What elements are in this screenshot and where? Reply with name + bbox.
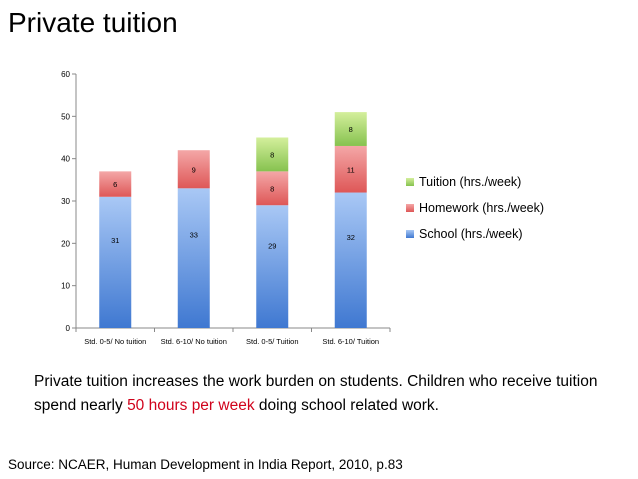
legend-label: School (hrs./week) <box>419 227 523 241</box>
bar-value-label: 8 <box>270 184 274 193</box>
bar-segment <box>256 171 289 206</box>
x-category-label: Std. 6-10/ Tuition <box>322 337 379 346</box>
bar-value-label: 6 <box>113 180 117 189</box>
x-category-label: Std. 0-5/ No tuition <box>84 337 146 346</box>
bar-segment <box>334 145 367 193</box>
bar-value-label: 11 <box>347 165 355 174</box>
source-citation: Source: NCAER, Human Development in Indi… <box>8 457 403 472</box>
note-highlight: 50 hours per week <box>127 397 255 414</box>
bar-value-label: 29 <box>268 242 276 251</box>
bar-value-label: 9 <box>192 165 196 174</box>
bar-segment <box>177 150 210 189</box>
y-tick-label: 50 <box>61 112 70 121</box>
bar-segment <box>99 171 132 197</box>
bar-segment <box>99 196 132 328</box>
bar-segment <box>334 192 367 328</box>
stacked-bar-chart: 0 10 20 30 40 50 60 Std. 0-5/ No tuition Std. 6-… <box>61 70 544 346</box>
y-tick-label: 60 <box>61 70 70 79</box>
note-text-before: Private tuition increases the work burde… <box>34 373 598 414</box>
legend-swatch <box>406 230 414 238</box>
legend-swatch <box>406 178 414 186</box>
bar-value-label: 31 <box>111 236 119 245</box>
bar-segment <box>177 188 210 328</box>
legend-swatch <box>406 204 414 212</box>
note-text-after: doing school related work. <box>254 397 439 414</box>
bar-value-label: 8 <box>349 125 353 134</box>
y-tick-label: 30 <box>61 197 70 206</box>
legend-label: Homework (hrs./week) <box>419 201 544 215</box>
y-tick-label: 40 <box>61 155 70 164</box>
chart-legend: Tuition (hrs./week) Homework (hrs./week) S… <box>406 175 544 241</box>
bar-segment <box>334 112 367 146</box>
y-tick-label: 0 <box>66 324 71 333</box>
bar-segment <box>256 205 289 328</box>
bar-value-label: 8 <box>270 150 274 159</box>
bar-value-label: 33 <box>190 230 198 239</box>
bar-segment <box>256 137 289 172</box>
legend-label: Tuition (hrs./week) <box>419 175 521 189</box>
chart-note: Private tuition increases the work burde… <box>34 370 634 418</box>
chart-bars: 31 6 33 9 29 8 8 32 11 8 <box>99 112 367 328</box>
x-category-label: Std. 0-5/ Tuition <box>246 337 299 346</box>
page-title: Private tuition <box>8 7 178 38</box>
y-tick-label: 20 <box>61 239 70 248</box>
x-category-label: Std. 6-10/ No tuition <box>161 337 227 346</box>
bar-value-label: 32 <box>347 233 355 242</box>
y-tick-label: 10 <box>61 282 70 291</box>
